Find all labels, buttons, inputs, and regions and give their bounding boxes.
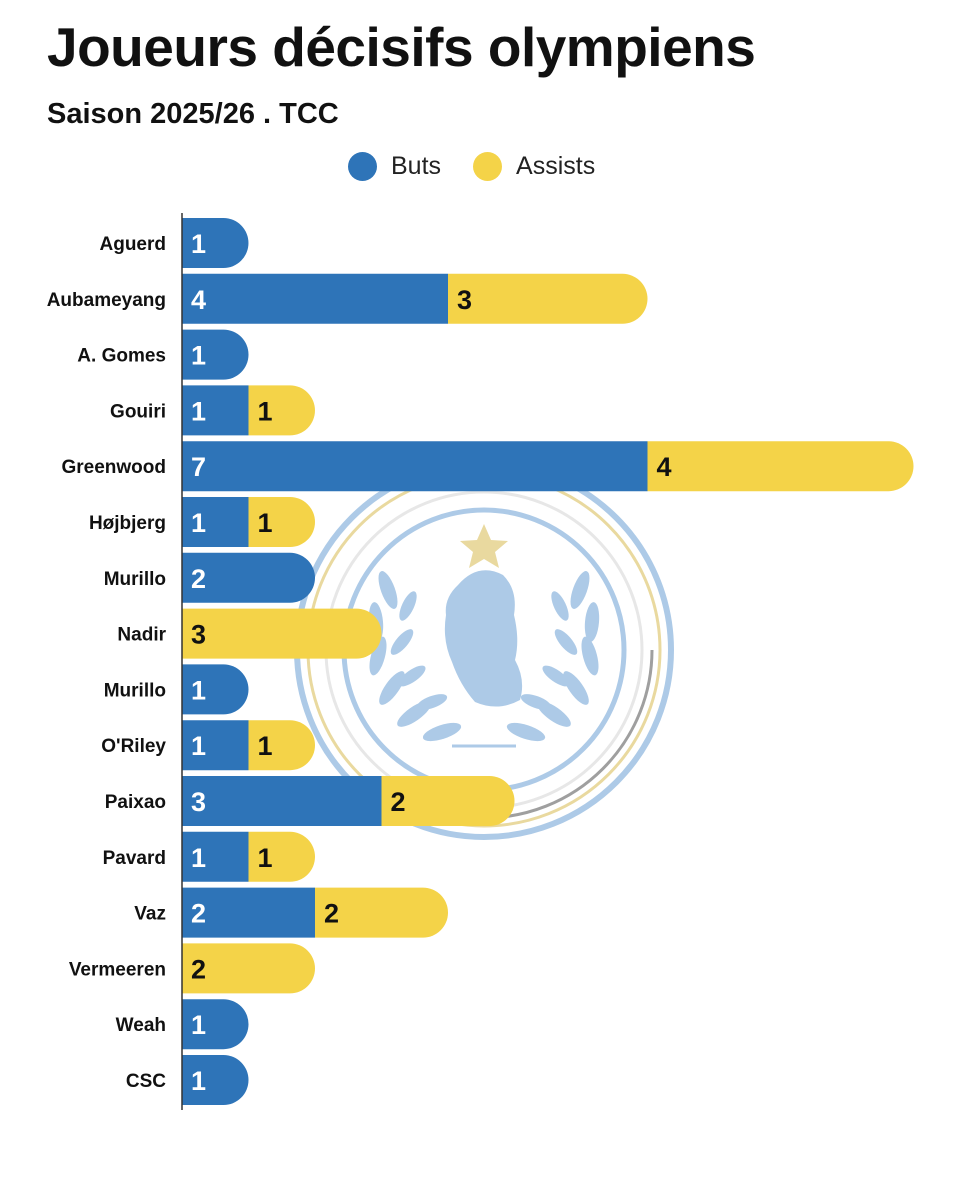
legend-swatch-goals bbox=[348, 151, 377, 181]
category-label: Murillo bbox=[104, 569, 166, 590]
bar-goals-label: 1 bbox=[191, 396, 206, 426]
category-label: Højbjerg bbox=[89, 513, 166, 534]
bar-goals-label: 7 bbox=[191, 452, 206, 482]
bar-goals-label: 1 bbox=[191, 675, 206, 705]
bar-assists bbox=[182, 608, 382, 659]
bar-goals bbox=[182, 999, 249, 1050]
bars-layer: Aguerd 1 Aubameyang 4 3 A. Gomes 1 Gouiri 1 1 Gree… bbox=[47, 218, 914, 1105]
category-label: Gouiri bbox=[110, 401, 166, 422]
bar-assists-label: 3 bbox=[457, 285, 472, 315]
bar-goals-label: 1 bbox=[191, 1066, 206, 1096]
bar-assists-label: 1 bbox=[258, 843, 273, 873]
category-label: CSC bbox=[126, 1071, 166, 1092]
bar-goals-label: 1 bbox=[191, 229, 206, 259]
bar-goals-label: 1 bbox=[191, 731, 206, 761]
bar-goals bbox=[182, 831, 249, 882]
bar-goals bbox=[182, 441, 648, 492]
bar-goals bbox=[182, 497, 249, 547]
category-label: Aguerd bbox=[100, 234, 167, 255]
bar-goals bbox=[182, 329, 249, 380]
bar-goals bbox=[182, 664, 249, 715]
bar-assists bbox=[248, 831, 315, 882]
bar-goals-label: 2 bbox=[191, 564, 206, 594]
category-label: Greenwood bbox=[61, 457, 166, 478]
bar-assists-label: 1 bbox=[258, 731, 273, 761]
bar-goals-label: 1 bbox=[191, 1010, 206, 1040]
bar-assists-label: 1 bbox=[258, 508, 273, 538]
bar-assists bbox=[248, 497, 315, 547]
bar-goals bbox=[182, 273, 448, 324]
bar-goals bbox=[182, 385, 249, 436]
bar-assists bbox=[647, 441, 914, 492]
legend-item-assists: Assists bbox=[473, 151, 596, 181]
bar-assists-label: 2 bbox=[191, 954, 206, 984]
category-label: Pavard bbox=[103, 848, 166, 869]
category-label: Weah bbox=[116, 1015, 166, 1036]
bar-goals bbox=[182, 887, 315, 938]
category-label: Vermeeren bbox=[69, 959, 166, 980]
bar-assists-label: 1 bbox=[258, 396, 273, 426]
legend: Buts Assists bbox=[348, 146, 627, 186]
bar-assists-label: 2 bbox=[324, 899, 339, 929]
bar-goals bbox=[182, 1055, 249, 1105]
chart-title: Joueurs décisifs olympiens bbox=[47, 16, 756, 78]
bar-goals bbox=[182, 720, 249, 771]
category-label: Nadir bbox=[117, 625, 166, 646]
bar-assists-label: 4 bbox=[657, 452, 672, 482]
bar-assists bbox=[448, 273, 648, 324]
category-label: Murillo bbox=[104, 680, 166, 701]
legend-swatch-assists bbox=[473, 151, 503, 181]
category-label: Vaz bbox=[134, 904, 166, 925]
bar-assists bbox=[315, 887, 448, 938]
bar-assists-label: 2 bbox=[391, 787, 406, 817]
bar-goals-label: 3 bbox=[191, 787, 206, 817]
bar-goals-label: 1 bbox=[191, 843, 206, 873]
bar-goals bbox=[182, 218, 249, 268]
bar-goals bbox=[182, 552, 315, 603]
bar-goals bbox=[182, 776, 382, 826]
bar-goals-label: 4 bbox=[191, 285, 206, 315]
bar-assists-label: 3 bbox=[191, 620, 206, 650]
bar-assists bbox=[182, 943, 315, 994]
category-label: Paixao bbox=[105, 792, 166, 813]
bar-assists bbox=[248, 385, 315, 436]
bar-goals-label: 2 bbox=[191, 899, 206, 929]
bar-assists bbox=[381, 776, 515, 826]
bar-goals-label: 1 bbox=[191, 508, 206, 538]
category-label: A. Gomes bbox=[77, 346, 166, 367]
category-label: Aubameyang bbox=[47, 290, 166, 311]
legend-label-assists: Assists bbox=[516, 151, 596, 180]
bar-assists bbox=[248, 720, 315, 771]
legend-label-goals: Buts bbox=[391, 151, 442, 180]
chart-subtitle: Saison 2025/26 . TCC bbox=[47, 98, 339, 130]
category-label: O'Riley bbox=[101, 736, 166, 757]
legend-item-goals: Buts bbox=[348, 151, 442, 181]
bar-goals-label: 1 bbox=[191, 341, 206, 371]
